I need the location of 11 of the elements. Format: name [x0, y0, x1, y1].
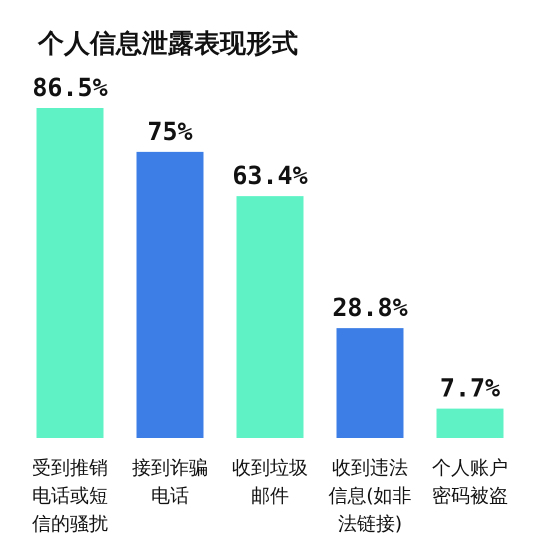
x-tick-label: 受到推销电话或短信的骚扰	[32, 457, 108, 535]
data-label: 28.8%	[332, 293, 408, 322]
x-tick-label: 个人账户密码被盗	[432, 457, 508, 507]
data-label: 7.7%	[440, 374, 500, 403]
x-tick-label: 收到违法信息(如非法链接)	[328, 457, 412, 535]
x-tick-label: 收到垃圾邮件	[232, 457, 308, 507]
chart-title: 个人信息泄露表现形式	[37, 29, 298, 59]
x-tick-label: 接到诈骗电话	[132, 457, 208, 507]
data-label: 75%	[147, 116, 193, 146]
data-label: 63.4%	[232, 161, 308, 190]
data-label: 86.5%	[32, 73, 108, 102]
